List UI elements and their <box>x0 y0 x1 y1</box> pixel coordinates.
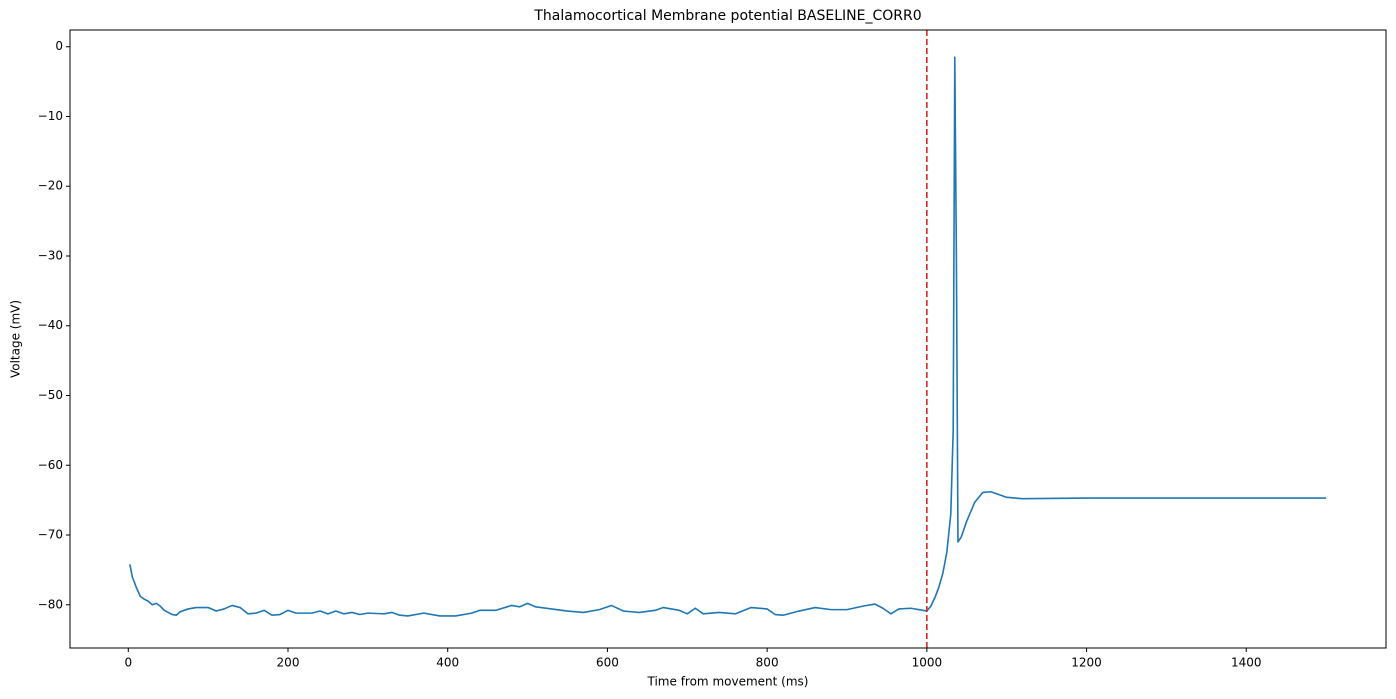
y-tick-label: −40 <box>38 318 63 332</box>
y-tick-label: −20 <box>38 179 63 193</box>
y-tick-label: −50 <box>38 388 63 402</box>
x-tick-label: 1000 <box>912 656 943 670</box>
line-series <box>129 56 1327 617</box>
chart-title: Thalamocortical Membrane potential BASEL… <box>533 8 921 24</box>
x-tick-label: 200 <box>277 656 300 670</box>
x-tick-label: 400 <box>436 656 459 670</box>
x-tick-label: 1200 <box>1071 656 1102 670</box>
y-axis-label: Voltage (mV) <box>9 300 23 378</box>
x-axis-label: Time from movement (ms) <box>647 675 809 689</box>
x-tick-label: 600 <box>596 656 619 670</box>
x-tick-label: 800 <box>756 656 779 670</box>
plot-frame <box>69 29 1387 649</box>
y-tick-label: −70 <box>38 528 63 542</box>
y-tick-label: −80 <box>38 597 63 611</box>
y-tick-label: −10 <box>38 109 63 123</box>
y-tick-label: −30 <box>38 248 63 262</box>
y-tick-label: −60 <box>38 458 63 472</box>
x-tick-label: 0 <box>124 656 132 670</box>
y-tick-label: 0 <box>55 39 63 53</box>
x-tick-label: 1400 <box>1231 656 1262 670</box>
